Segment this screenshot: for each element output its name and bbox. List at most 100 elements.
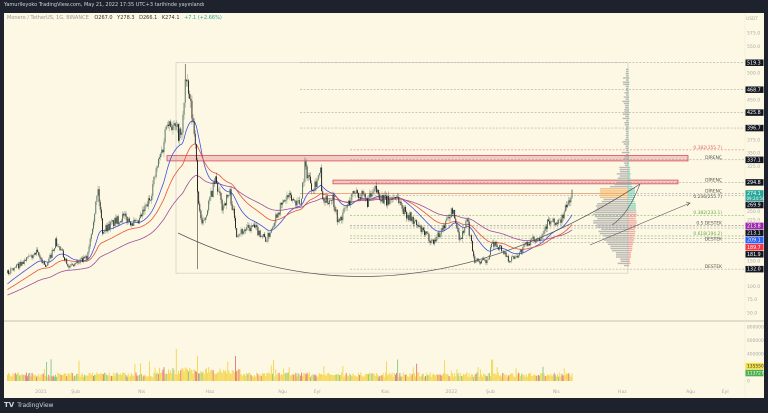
- candle-body: [472, 240, 473, 252]
- volume-bar: [539, 375, 541, 381]
- volume-bar: [416, 363, 418, 381]
- volume-bar: [164, 373, 166, 381]
- candle-body: [352, 190, 354, 194]
- volume-bar: [440, 375, 442, 381]
- brand-name[interactable]: TradingView: [17, 401, 54, 409]
- candle-body: [113, 220, 115, 227]
- volume-bar: [489, 376, 491, 381]
- volume-profile-bar: [614, 183, 628, 186]
- candle-body: [284, 200, 286, 202]
- candle-body: [383, 195, 385, 204]
- candle-body: [564, 205, 566, 212]
- volume-bar: [81, 373, 83, 381]
- candle-body: [206, 215, 207, 218]
- symbol-name[interactable]: Monero / TetherUS, 1G, BINANCE: [7, 15, 89, 21]
- volume-bar: [350, 374, 352, 381]
- volume-bar: [327, 372, 329, 381]
- volume-bar: [541, 373, 543, 381]
- candle-body: [293, 198, 295, 201]
- volume-bar: [166, 373, 168, 381]
- price-axis-label: 50.0: [747, 311, 757, 317]
- candle-body: [226, 195, 228, 206]
- volume-bar: [107, 375, 109, 381]
- candle-body: [26, 257, 27, 261]
- volume-bar: [326, 373, 328, 381]
- volume-profile-bar: [624, 92, 628, 94]
- candle-body: [444, 225, 446, 229]
- price-axis-label: 450.0: [747, 97, 760, 103]
- volume-bar: [175, 348, 177, 381]
- candle-body: [249, 227, 251, 232]
- volume-bar: [236, 371, 238, 381]
- volume-profile-bar: [625, 90, 628, 92]
- candle-body: [140, 214, 141, 218]
- time-axis-label: Haz: [618, 389, 627, 395]
- volume-profile-bar: [624, 124, 628, 126]
- candle-body: [282, 202, 283, 205]
- volume-bar: [305, 374, 307, 381]
- volume-bar: [257, 373, 259, 381]
- volume-bar: [60, 375, 62, 381]
- volume-bar: [483, 373, 485, 381]
- volume-profile-bar: [628, 81, 630, 83]
- volume-profile-bar: [628, 70, 629, 73]
- volume-bar: [229, 373, 231, 381]
- candle-body: [173, 123, 175, 125]
- candle-body: [478, 261, 480, 263]
- candle-body: [214, 176, 216, 184]
- volume-profile-bar: [628, 153, 629, 156]
- candle-body: [497, 247, 499, 250]
- price-badge: [745, 265, 764, 273]
- volume-bar: [36, 376, 37, 381]
- candle-body: [527, 243, 529, 246]
- volume-bar: [394, 374, 396, 381]
- volume-bar: [98, 374, 100, 381]
- volume-profile-bar: [624, 104, 628, 107]
- volume-bar: [172, 368, 174, 381]
- candle-body: [28, 256, 30, 257]
- chart-area[interactable]: [4, 13, 764, 398]
- volume-bar: [75, 375, 77, 381]
- volume-bar: [494, 373, 496, 381]
- volume-profile-bar: [628, 235, 635, 237]
- candle-body: [292, 198, 293, 201]
- candle-body: [102, 218, 103, 234]
- volume-profile-bar: [615, 252, 628, 254]
- volume-profile-bar: [628, 90, 629, 92]
- candle-body: [229, 189, 231, 195]
- candle-body: [279, 202, 281, 215]
- price-badge: [745, 190, 764, 202]
- candle-body: [370, 193, 372, 197]
- volume-bar: [294, 374, 296, 381]
- candle-body: [137, 220, 139, 224]
- volume-bar: [28, 373, 30, 381]
- candle-body: [263, 233, 264, 237]
- volume-profile-bar: [628, 249, 632, 252]
- candle-body: [552, 218, 554, 222]
- volume-bar: [303, 373, 305, 381]
- candle-body: [402, 208, 404, 214]
- candle-body: [254, 224, 255, 228]
- volume-bar: [472, 374, 473, 381]
- volume-bar: [543, 373, 545, 381]
- volume-bar: [351, 376, 353, 381]
- volume-profile-bar: [628, 92, 629, 94]
- candle-body: [24, 259, 26, 261]
- volume-bar: [498, 375, 500, 381]
- volume-bar: [479, 369, 481, 381]
- volume-bar: [553, 372, 555, 381]
- candle-body: [465, 220, 467, 228]
- volume-bar: [72, 376, 74, 381]
- volume-bar: [321, 373, 323, 381]
- candle-body: [122, 213, 124, 222]
- candle-body: [468, 221, 470, 236]
- volume-bar: [90, 375, 92, 381]
- candle-body: [165, 126, 167, 130]
- volume-bar: [49, 376, 51, 381]
- candle-body: [514, 256, 516, 259]
- volume-bar: [144, 374, 146, 381]
- volume-bar: [349, 373, 351, 381]
- volume-bar: [314, 374, 316, 381]
- candle-body: [489, 247, 491, 256]
